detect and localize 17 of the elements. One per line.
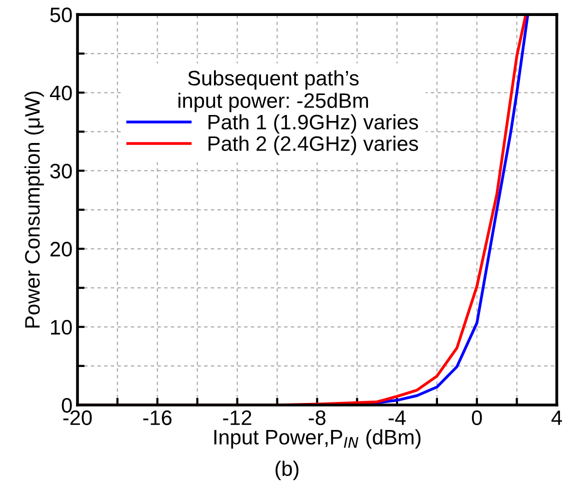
legend-title: Subsequent path’s input power: -25dBm	[178, 70, 368, 112]
y-axis-title: Power Consumption (μW)	[24, 92, 44, 328]
y-tick-label: 30	[50, 164, 72, 178]
x-tick-label: -4	[388, 410, 406, 425]
x-axis-title: Input Power,P$_{IN}$ (dBm)	[214, 429, 420, 449]
y-tick-label: 20	[50, 242, 72, 257]
y-tick-label: 50	[50, 8, 72, 22]
x-tick-label: 0	[472, 410, 482, 426]
text: (b)	[276, 460, 298, 480]
x-tick-label: -8	[308, 410, 326, 426]
y-tick-label: 40	[50, 86, 72, 100]
x-tick-label: 4	[551, 410, 562, 425]
y-tick-label: 10	[51, 320, 72, 335]
x-tick-label: -16	[143, 410, 172, 426]
legend-label: Path 2 (2.4GHz) varies	[208, 136, 418, 156]
legend-label: Path 1 (1.9GHz) varies	[208, 114, 418, 134]
x-tick-label: -12	[223, 410, 252, 425]
